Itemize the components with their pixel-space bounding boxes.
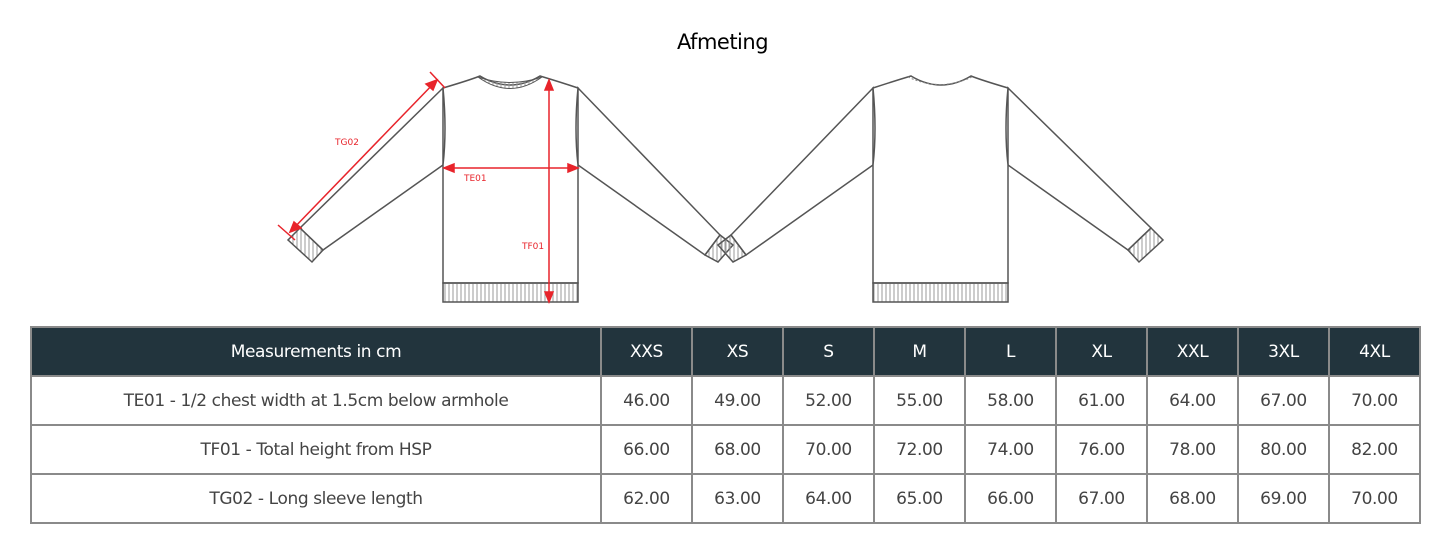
- size-table: Measurements in cm XXS XS S M L XL XXL 3…: [30, 326, 1421, 524]
- header-size: XXL: [1146, 326, 1239, 377]
- header-size: S: [782, 326, 875, 377]
- label-tg02: TG02: [334, 138, 359, 148]
- table-row: TG02 - Long sleeve length 62.00 63.00 64.00…: [30, 473, 1421, 524]
- header-size: 4XL: [1328, 326, 1421, 377]
- cell-value: 49.00: [691, 375, 784, 426]
- header-size: XS: [691, 326, 784, 377]
- cell-value: 64.00: [782, 473, 875, 524]
- label-tf01: TF01: [521, 242, 544, 252]
- row-label: TF01 - Total height from HSP: [30, 424, 602, 475]
- front-view: TG02 TE01 TF01: [277, 71, 734, 305]
- header-measurements: Measurements in cm: [30, 326, 602, 377]
- cell-value: 76.00: [1055, 424, 1148, 475]
- cell-value: 61.00: [1055, 375, 1148, 426]
- sweater-illustration: TG02 TE01 TF01: [277, 71, 1164, 305]
- page-title: Afmeting: [676, 30, 769, 54]
- neckline-front: [477, 76, 543, 89]
- cell-value: 82.00: [1328, 424, 1421, 475]
- cell-value: 63.00: [691, 473, 784, 524]
- cell-value: 70.00: [1328, 473, 1421, 524]
- table-header-row: Measurements in cm XXS XS S M L XL XXL 3…: [30, 326, 1421, 377]
- cell-value: 80.00: [1237, 424, 1330, 475]
- cell-value: 72.00: [873, 424, 966, 475]
- label-te01: TE01: [463, 174, 487, 184]
- header-size: M: [873, 326, 966, 377]
- table-row: TE01 - 1/2 chest width at 1.5cm below ar…: [30, 375, 1421, 426]
- header-size: L: [964, 326, 1057, 377]
- cell-value: 70.00: [1328, 375, 1421, 426]
- cell-value: 68.00: [691, 424, 784, 475]
- cell-value: 69.00: [1237, 473, 1330, 524]
- cell-value: 67.00: [1055, 473, 1148, 524]
- back-view: [717, 75, 1164, 303]
- row-label: TE01 - 1/2 chest width at 1.5cm below ar…: [30, 375, 602, 426]
- cell-value: 78.00: [1146, 424, 1239, 475]
- cell-value: 46.00: [600, 375, 693, 426]
- cell-value: 70.00: [782, 424, 875, 475]
- cell-value: 64.00: [1146, 375, 1239, 426]
- cell-value: 68.00: [1146, 473, 1239, 524]
- cell-value: 62.00: [600, 473, 693, 524]
- cell-value: 67.00: [1237, 375, 1330, 426]
- cell-value: 65.00: [873, 473, 966, 524]
- measure-lines: [277, 71, 581, 305]
- row-label: TG02 - Long sleeve length: [30, 473, 602, 524]
- cell-value: 66.00: [964, 473, 1057, 524]
- cell-value: 66.00: [600, 424, 693, 475]
- header-size: XXS: [600, 326, 693, 377]
- cell-value: 58.00: [964, 375, 1057, 426]
- table-row: TF01 - Total height from HSP 66.00 68.00 70…: [30, 424, 1421, 475]
- header-size: XL: [1055, 326, 1148, 377]
- header-size: 3XL: [1237, 326, 1330, 377]
- cell-value: 55.00: [873, 375, 966, 426]
- cell-value: 74.00: [964, 424, 1057, 475]
- cell-value: 52.00: [782, 375, 875, 426]
- neckline-back: [907, 76, 973, 85]
